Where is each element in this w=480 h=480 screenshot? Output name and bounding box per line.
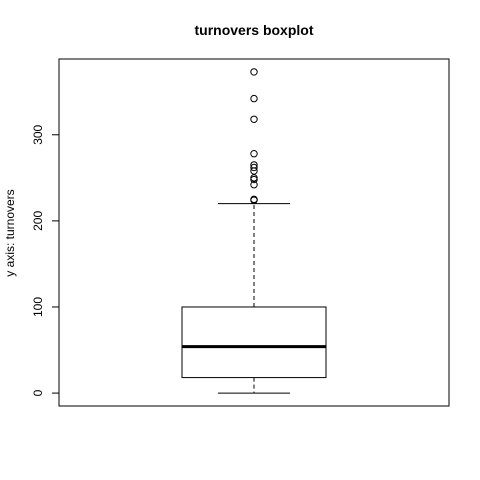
outlier-point [250,195,258,204]
y-tick-label: 200 [31,211,45,231]
outlier-point [250,115,258,123]
outlier-group [250,68,258,204]
outlier-point [250,163,258,172]
outlier-point [250,150,258,158]
y-tick-label: 300 [31,124,45,144]
iqr-box [181,306,327,379]
plot-frame [58,58,450,407]
y-tick-label: 100 [31,297,45,317]
outlier-point [250,161,258,169]
chart-title: turnovers boxplot [194,22,313,38]
box-group [181,203,327,394]
y-tick-label: 0 [31,389,45,396]
outlier-point [250,94,258,103]
y-axis: 0 100 200 300 [31,124,59,396]
y-axis-label: y axis: turnovers [3,189,17,276]
outlier-point [250,68,258,76]
